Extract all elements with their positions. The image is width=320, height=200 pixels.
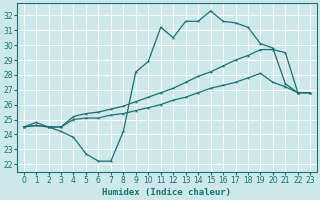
X-axis label: Humidex (Indice chaleur): Humidex (Indice chaleur): [102, 188, 231, 197]
